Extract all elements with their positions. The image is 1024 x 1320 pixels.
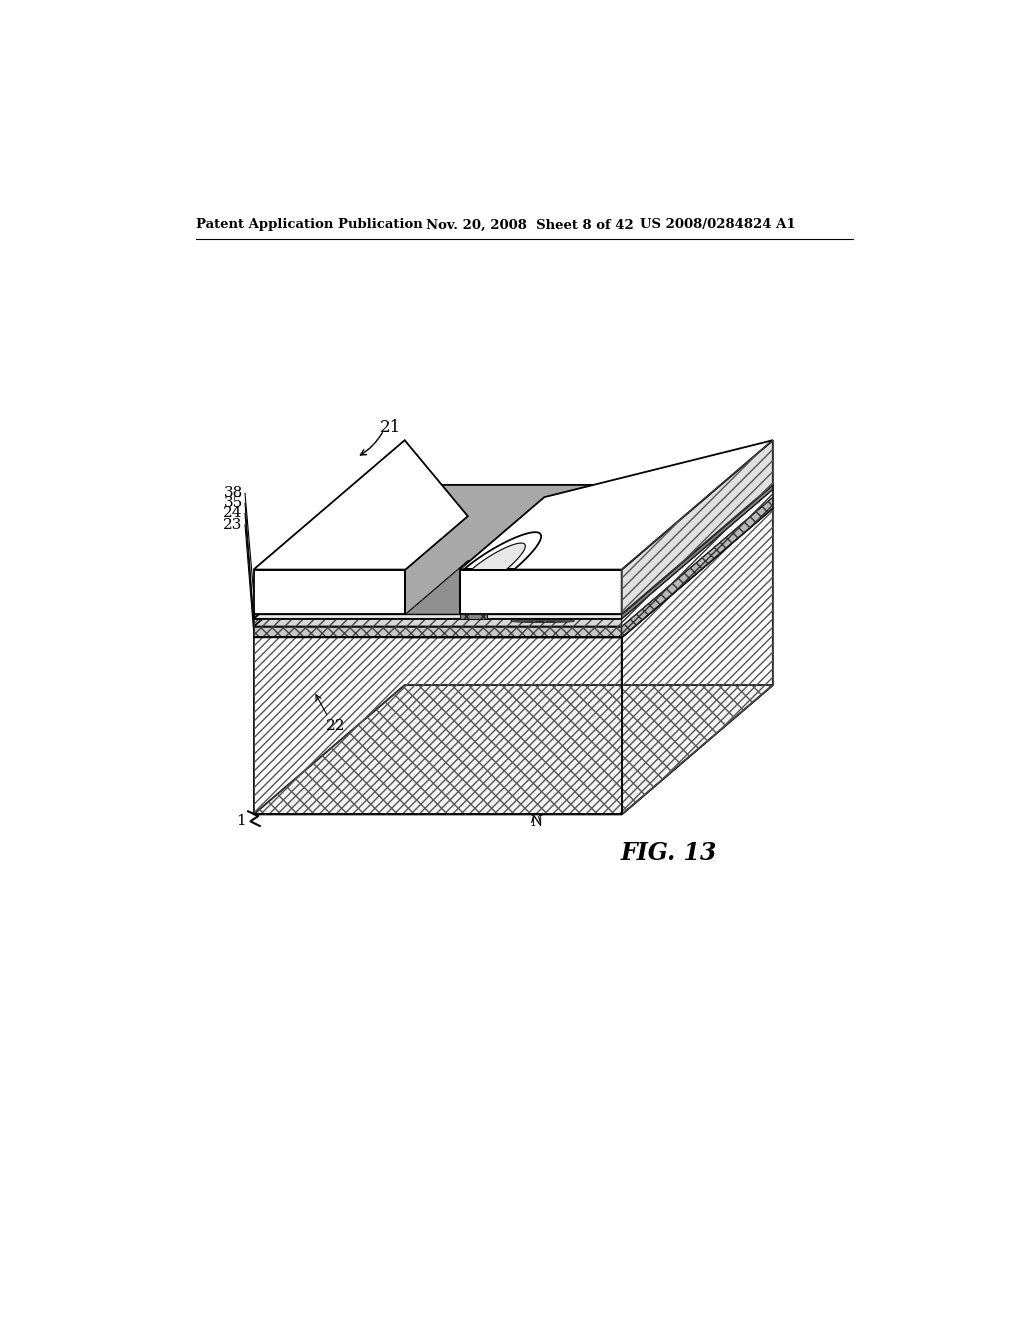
Polygon shape xyxy=(406,498,773,627)
Polygon shape xyxy=(460,441,773,570)
Text: FIG. 13: FIG. 13 xyxy=(621,841,717,866)
Text: 35: 35 xyxy=(223,496,243,511)
Polygon shape xyxy=(622,441,773,614)
Polygon shape xyxy=(254,619,622,627)
Text: 23: 23 xyxy=(223,517,243,532)
Polygon shape xyxy=(622,484,773,619)
Polygon shape xyxy=(622,484,773,619)
Text: 21: 21 xyxy=(380,418,401,436)
Text: N: N xyxy=(530,816,543,829)
Polygon shape xyxy=(254,685,773,814)
Polygon shape xyxy=(460,614,486,619)
Text: Nov. 20, 2008  Sheet 8 of 42: Nov. 20, 2008 Sheet 8 of 42 xyxy=(426,218,634,231)
Polygon shape xyxy=(471,543,525,570)
Text: 22: 22 xyxy=(326,719,345,733)
Polygon shape xyxy=(406,508,773,638)
Polygon shape xyxy=(512,620,573,622)
Text: 38: 38 xyxy=(223,486,243,500)
Text: Patent Application Publication: Patent Application Publication xyxy=(197,218,423,231)
Polygon shape xyxy=(254,508,773,638)
Polygon shape xyxy=(460,570,622,614)
Polygon shape xyxy=(254,484,773,614)
Polygon shape xyxy=(254,498,773,627)
Polygon shape xyxy=(406,490,773,619)
Polygon shape xyxy=(254,638,622,814)
Polygon shape xyxy=(464,532,541,570)
Polygon shape xyxy=(622,498,773,638)
Text: US 2008/0284824 A1: US 2008/0284824 A1 xyxy=(640,218,795,231)
Polygon shape xyxy=(254,570,406,614)
Polygon shape xyxy=(622,490,773,627)
Polygon shape xyxy=(254,490,773,619)
Polygon shape xyxy=(622,498,773,638)
Polygon shape xyxy=(622,508,773,814)
Polygon shape xyxy=(622,490,773,627)
Text: 1: 1 xyxy=(237,813,246,828)
Polygon shape xyxy=(254,614,622,619)
Text: 24: 24 xyxy=(223,507,243,520)
Polygon shape xyxy=(254,441,468,570)
Polygon shape xyxy=(406,484,773,614)
Polygon shape xyxy=(254,627,622,638)
